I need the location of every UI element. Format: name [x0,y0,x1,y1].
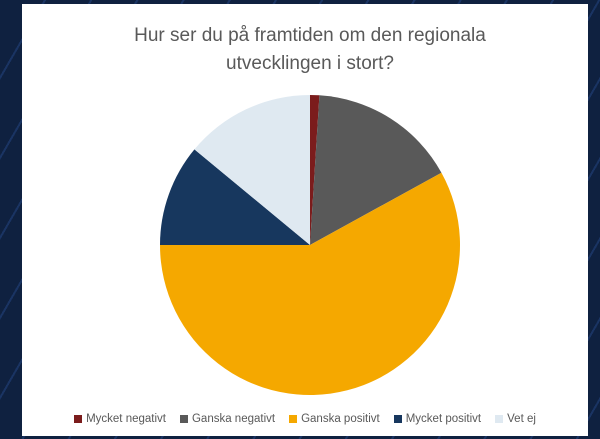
legend-swatch [289,415,298,423]
pie-slice [160,172,460,395]
legend-item: Ganska positivt [289,413,380,425]
legend-item: Mycket positivt [393,413,482,425]
legend-swatch [393,415,402,423]
legend-label: Ganska positivt [301,413,380,425]
pie-slice [194,95,310,245]
legend-swatch [495,415,504,423]
legend-label: Mycket negativt [86,413,166,425]
legend-label: Ganska negativt [191,413,276,425]
legend: Mycket negativt Ganska negativt Ganska pos… [22,413,588,425]
pie-slice [160,149,310,245]
chart-title: Hur ser du på framtiden om den regionala… [134,25,486,74]
legend-swatch [179,415,188,423]
legend-item: Ganska negativt [179,413,276,425]
legend-item: Mycket negativt [74,413,166,425]
legend-swatch [74,415,83,423]
legend-label: Vet ej [507,413,536,425]
pie-slice [310,95,442,245]
legend-item: Vet ej [495,413,536,425]
legend-label: Mycket positivt [405,413,482,425]
pie-slice [310,95,320,245]
